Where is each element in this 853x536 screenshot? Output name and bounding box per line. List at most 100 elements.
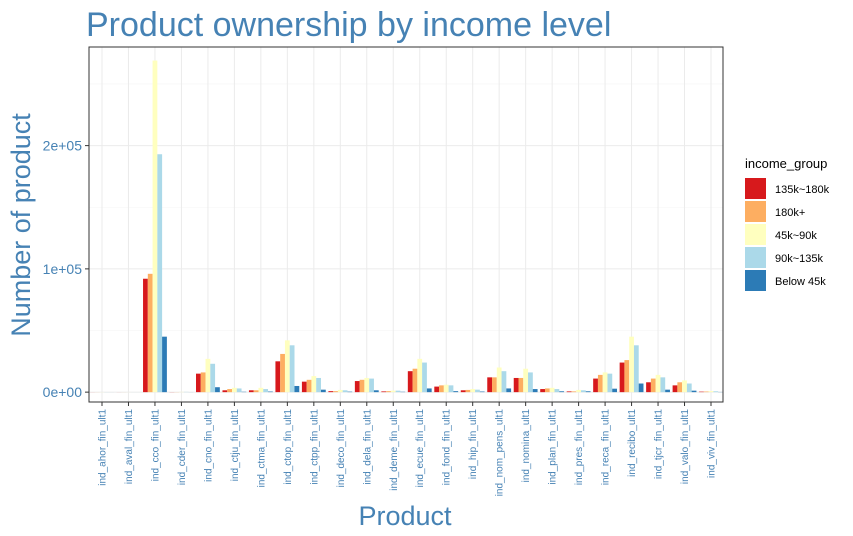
bar bbox=[268, 391, 273, 393]
x-tick-label: ind_nomina_ult1 bbox=[521, 409, 532, 483]
bar bbox=[386, 391, 391, 393]
bar bbox=[672, 385, 678, 393]
bar bbox=[162, 336, 167, 393]
bar bbox=[232, 387, 237, 393]
bar bbox=[470, 389, 476, 393]
bar bbox=[275, 361, 281, 393]
bar bbox=[152, 60, 158, 393]
x-tick-label: ind_ctma_fin_ult1 bbox=[256, 409, 267, 488]
x-tick-label: ind_cder_fin_ult1 bbox=[177, 409, 188, 486]
bar bbox=[708, 391, 714, 393]
bar bbox=[602, 372, 608, 393]
bar bbox=[650, 378, 656, 393]
bar bbox=[333, 391, 338, 393]
x-tick-label: ind_fond_fin_ult1 bbox=[442, 409, 453, 486]
legend-swatch bbox=[745, 201, 766, 222]
bar bbox=[597, 374, 603, 393]
bar bbox=[284, 340, 290, 393]
legend-swatch bbox=[745, 178, 766, 199]
bar bbox=[713, 391, 719, 393]
bar bbox=[633, 345, 639, 393]
legend-label: 45k~90k bbox=[775, 230, 817, 242]
bar bbox=[479, 391, 485, 393]
bar bbox=[585, 391, 591, 393]
legend-swatch bbox=[745, 224, 766, 245]
bar bbox=[236, 388, 242, 393]
bar bbox=[157, 154, 163, 393]
bar bbox=[629, 336, 634, 393]
bar bbox=[492, 377, 497, 393]
bar bbox=[306, 379, 312, 393]
bar bbox=[518, 377, 524, 393]
bar bbox=[364, 377, 370, 393]
y-tick-label: 1e+05 bbox=[43, 261, 83, 277]
bar bbox=[682, 380, 687, 393]
bar bbox=[580, 390, 586, 393]
legend-label: Below 45k bbox=[775, 276, 826, 288]
bar bbox=[528, 372, 533, 393]
bar bbox=[655, 374, 661, 393]
y-axis-title: Number of product bbox=[6, 113, 36, 337]
bar bbox=[549, 387, 555, 393]
x-axis: ind_ahor_fin_ult1 ind_aval_fin_ult1 ind_cc… bbox=[98, 402, 718, 496]
bar bbox=[373, 390, 379, 393]
x-tick-label: ind_ctop_fin_ult1 bbox=[283, 409, 294, 485]
bar bbox=[328, 391, 334, 393]
bar bbox=[342, 390, 348, 393]
bar bbox=[215, 387, 220, 393]
chart-title: Product ownership by income level bbox=[86, 6, 611, 44]
legend: income_group 135k~180k 180k+ 45k~90k 90k~13… bbox=[745, 156, 830, 291]
bar bbox=[395, 390, 401, 393]
bar bbox=[612, 388, 618, 393]
bar bbox=[407, 371, 413, 393]
bar bbox=[417, 358, 423, 393]
bar bbox=[316, 377, 321, 393]
bar bbox=[686, 383, 692, 393]
bar bbox=[638, 383, 644, 393]
bar bbox=[320, 389, 326, 393]
bar bbox=[487, 377, 493, 393]
bar bbox=[200, 372, 206, 393]
x-tick-label: ind_valo_fin_ult1 bbox=[680, 409, 691, 484]
bar bbox=[566, 391, 572, 393]
bar bbox=[443, 384, 449, 393]
y-tick-label: 0e+00 bbox=[43, 384, 83, 400]
x-tick-label: ind_tjcr_fin_ult1 bbox=[654, 409, 665, 479]
y-axis: 0e+00 1e+05 2e+05 bbox=[43, 138, 89, 400]
grid bbox=[89, 47, 723, 402]
bar bbox=[576, 389, 581, 393]
bar bbox=[646, 382, 651, 393]
x-tick-label: ind_dela_fin_ult1 bbox=[362, 409, 373, 485]
bar bbox=[196, 373, 201, 393]
plot-panel bbox=[88, 46, 724, 403]
bar bbox=[607, 373, 613, 393]
x-tick-label: ind_ahor_fin_ult1 bbox=[98, 409, 109, 486]
bar bbox=[540, 389, 545, 393]
bar bbox=[434, 386, 440, 393]
legend-title: income_group bbox=[745, 156, 827, 171]
bar bbox=[412, 368, 418, 393]
x-tick-label: ind_pres_fin_ult1 bbox=[574, 409, 585, 486]
bar bbox=[513, 377, 519, 393]
bar bbox=[465, 389, 471, 393]
bar bbox=[210, 363, 216, 393]
bar bbox=[422, 362, 427, 393]
bar bbox=[301, 381, 307, 393]
bar bbox=[354, 381, 360, 393]
x-tick-label: ind_aval_fin_ult1 bbox=[124, 409, 135, 484]
y-tick-label: 2e+05 bbox=[43, 138, 83, 154]
bar bbox=[263, 389, 269, 393]
x-tick-label: ind_ctpp_fin_ult1 bbox=[309, 409, 320, 485]
bar bbox=[571, 391, 577, 393]
bar bbox=[665, 389, 670, 393]
bar bbox=[143, 278, 148, 393]
x-tick-label: ind_ctju_fin_ult1 bbox=[230, 409, 241, 482]
legend-swatch bbox=[745, 247, 766, 268]
bar bbox=[460, 390, 466, 393]
bar bbox=[523, 368, 529, 393]
bar bbox=[280, 353, 285, 393]
bar bbox=[294, 385, 300, 393]
legend-label: 180k+ bbox=[775, 207, 805, 219]
bar bbox=[593, 378, 598, 393]
x-tick-label: ind_deme_fin_ult1 bbox=[389, 409, 400, 491]
